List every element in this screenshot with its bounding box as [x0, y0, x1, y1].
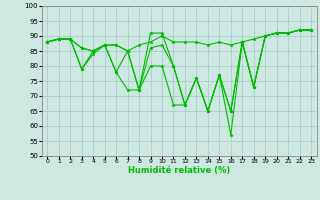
X-axis label: Humidité relative (%): Humidité relative (%) — [128, 166, 230, 175]
